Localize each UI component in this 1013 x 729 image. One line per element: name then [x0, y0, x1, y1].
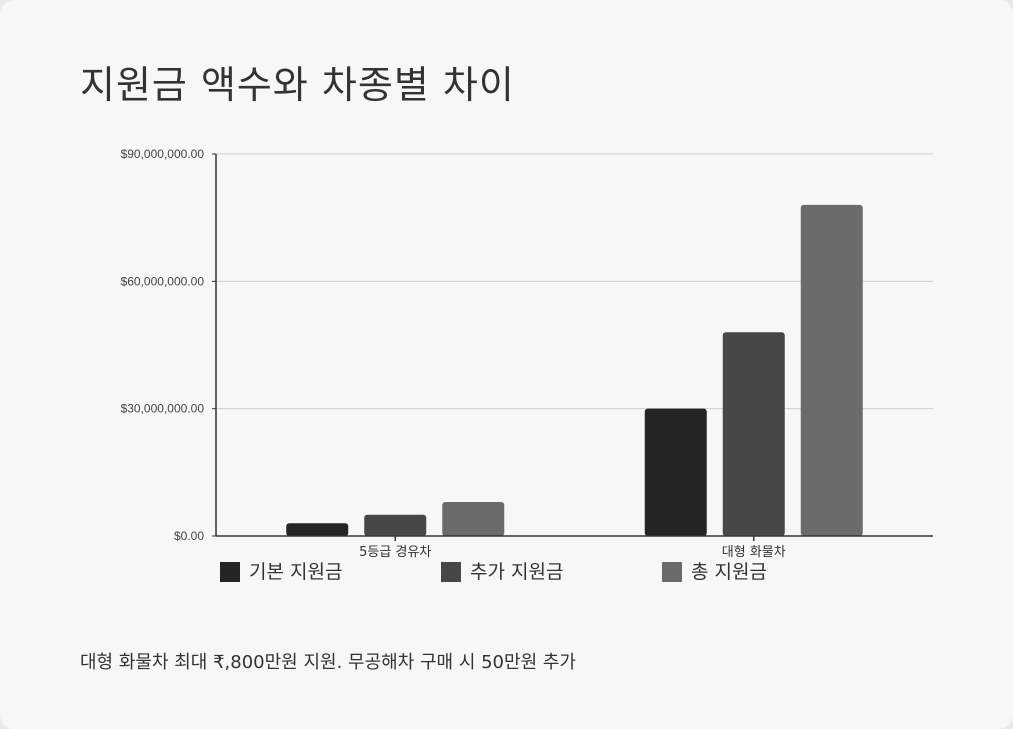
- y-tick-label: $0.00: [174, 529, 204, 543]
- legend-swatch: [662, 562, 682, 582]
- y-tick-label: $90,000,000.00: [121, 147, 205, 161]
- legend: 기본 지원금 추가 지원금 총 지원금: [220, 561, 767, 583]
- legend-label: 기본 지원금: [249, 561, 342, 583]
- legend-swatch: [220, 562, 240, 582]
- bar: [442, 502, 505, 536]
- legend-swatch: [441, 562, 461, 582]
- axes: [212, 153, 933, 541]
- bar: [800, 204, 863, 536]
- y-tick-labels: $0.00 $30,000,000.00 $60,000,000.00 $90,000…: [121, 147, 205, 543]
- y-tick-label: $60,000,000.00: [121, 274, 205, 288]
- legend-label: 추가 지원금: [470, 561, 563, 583]
- bar: [364, 514, 427, 536]
- category-labels: 5등급 경유차 대형 화물차: [359, 545, 786, 560]
- legend-label: 총 지원금: [691, 561, 767, 583]
- bar: [644, 408, 707, 536]
- bars: [286, 204, 863, 536]
- category-label: 대형 화물차: [722, 545, 786, 560]
- bar: [722, 332, 785, 536]
- category-label: 5등급 경유차: [359, 545, 431, 560]
- bar: [286, 523, 349, 536]
- y-tick-label: $30,000,000.00: [121, 402, 205, 416]
- chart-title: 지원금 액수와 차종별 차이: [80, 63, 515, 107]
- footnote: 대형 화물차 최대 ₹,800만원 지원. 무공해차 구매 시 50만원 추가: [80, 652, 576, 673]
